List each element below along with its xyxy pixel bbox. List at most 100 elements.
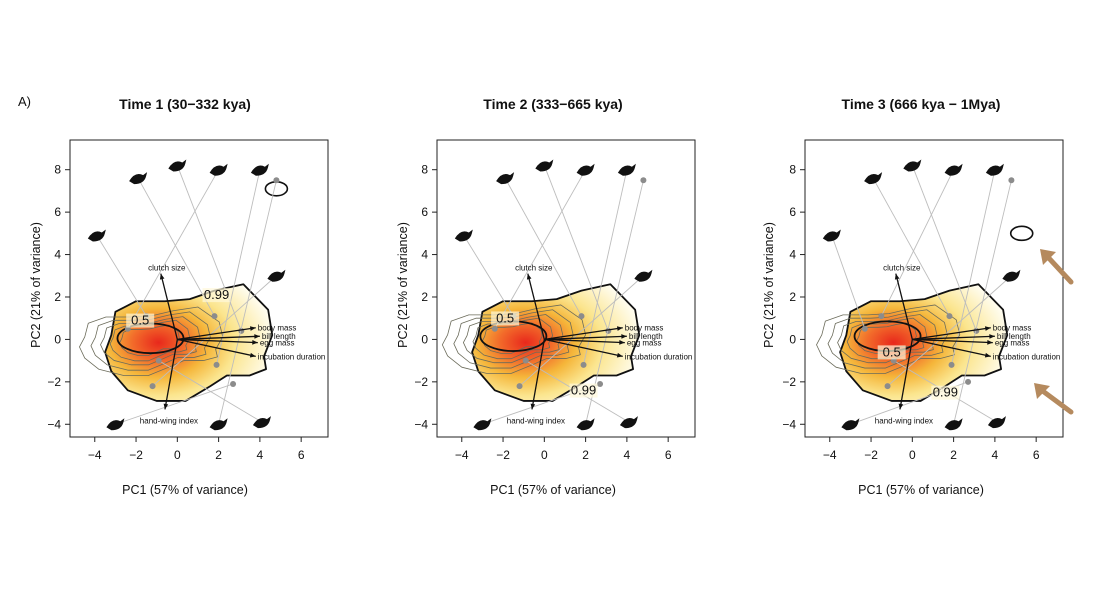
panel3-y-tick-label: 8 xyxy=(789,163,796,177)
panel3-contour-line xyxy=(827,309,948,369)
panel3-bird-silhouette-icon xyxy=(903,159,922,172)
panel2-data-point xyxy=(597,380,604,387)
panel3-y-tick-label: −4 xyxy=(782,417,796,431)
panel3-contour-line xyxy=(837,314,938,364)
panel3-loading-arrowhead xyxy=(987,340,993,345)
panel3-data-point xyxy=(965,378,972,385)
panel2-loading-arrowhead xyxy=(621,334,627,339)
panel1-loading-arrow xyxy=(177,338,258,344)
panel3-loading-label: hand-wing index xyxy=(875,416,933,425)
panel3-data-point xyxy=(946,313,953,320)
panel1-loading-arrow xyxy=(177,335,260,341)
panel-label: A) xyxy=(18,94,31,109)
panel1-loading-label: clutch size xyxy=(148,264,186,273)
panel1-loading-label: incubation duration xyxy=(258,352,326,361)
panel3-loading-label: clutch size xyxy=(883,264,921,273)
panel1-loading-label: hand-wing index xyxy=(140,416,198,425)
panel2-loading-arrow xyxy=(544,335,627,341)
panel3-x-tick-label: 2 xyxy=(950,448,957,462)
panel3-contour-label-bg xyxy=(931,385,960,400)
panel1-loading-arrow xyxy=(177,327,256,341)
panel2-loading-label: hand-wing index xyxy=(507,416,565,425)
panel2-data-point xyxy=(580,361,587,368)
panel1-data-point xyxy=(211,313,218,320)
panel3-loading-arrow xyxy=(895,273,913,340)
panel1-x-tick-label: 0 xyxy=(174,448,181,462)
panel1-contour-label: 0.5 xyxy=(131,313,149,328)
panel2-bird-silhouette-icon xyxy=(496,172,515,185)
panel1-connector-line xyxy=(158,360,263,423)
panel3-data-point xyxy=(884,383,891,390)
panel2-loading-label: body mass xyxy=(625,324,664,333)
panel2-loading-arrowhead xyxy=(530,403,536,410)
panel3-connector-line xyxy=(953,180,1012,425)
panel3-xlabel: PC1 (57% of variance) xyxy=(858,483,984,497)
panel2-bird-silhouette-icon xyxy=(576,418,595,431)
panel1-bird-silhouette-icon xyxy=(129,172,148,185)
panel3-contour-099 xyxy=(839,283,1009,402)
panel2-loading-arrowhead xyxy=(619,340,625,345)
panel3-bird-silhouette-icon xyxy=(985,163,1004,176)
panel1-y-tick-label: 8 xyxy=(54,163,61,177)
panel2-y-tick-label: −4 xyxy=(414,417,428,431)
panel3-annotation-arrowhead xyxy=(1034,383,1050,399)
panel3-loading-label: bill length xyxy=(997,332,1031,341)
panel1-connector-line xyxy=(152,275,277,387)
panel3-loading-arrowhead xyxy=(984,352,991,358)
panel3-loading-arrow xyxy=(912,335,995,341)
panel1-loading-label: body mass xyxy=(258,324,297,333)
panel1-loading-arrowhead xyxy=(254,334,260,339)
panel3-x-tick-label: 0 xyxy=(909,448,916,462)
panel1-loading-arrow xyxy=(164,339,178,410)
panel1-x-tick-label: −4 xyxy=(88,448,102,462)
panel2-y-tick-label: 6 xyxy=(421,205,428,219)
panel2-axes-box xyxy=(436,139,696,438)
panel1-loading-arrowhead xyxy=(252,340,258,345)
panel1-axes-box xyxy=(69,139,329,438)
panel1-bird-silhouette-icon xyxy=(168,159,187,172)
panel2-loading-arrow xyxy=(544,338,625,344)
panel2-x-tick-label: 6 xyxy=(665,448,672,462)
panel3-x-tick-label: 4 xyxy=(992,448,999,462)
panel3-connector-line xyxy=(831,235,866,329)
panel1-bird-silhouette-icon xyxy=(106,418,125,431)
panel1-x-tick-label: 4 xyxy=(257,448,264,462)
panel3-title: Time 3 (666 kya − 1Mya) xyxy=(841,96,1001,112)
panel3-data-point xyxy=(861,325,868,332)
panel1-bird-silhouette-icon xyxy=(252,416,271,429)
panel2-loading-label: bill length xyxy=(629,332,663,341)
panel3-y-tick-label: 4 xyxy=(789,248,796,262)
panel3-annotation-arrow xyxy=(1043,252,1074,285)
panel1-xlabel: PC1 (57% of variance) xyxy=(122,483,248,497)
panel3-loading-arrowhead xyxy=(989,334,995,339)
panel1-loading-arrow xyxy=(160,273,178,340)
panel1-y-tick-label: 0 xyxy=(54,332,61,346)
panel3-x-tick-label: −2 xyxy=(864,448,878,462)
panel2-loading-label: egg mass xyxy=(627,339,662,348)
panel2-connector-line xyxy=(519,275,644,387)
panel3-y-tick-label: 6 xyxy=(789,205,796,219)
panel1-connector-line xyxy=(115,383,234,425)
panel3-loading-arrow xyxy=(912,327,991,341)
panel3-connector-line xyxy=(880,169,955,317)
panel2-loading-arrowhead xyxy=(526,273,532,280)
panel3-annotation-arrowhead xyxy=(1040,249,1056,265)
panel2-y-tick-label: 0 xyxy=(421,332,428,346)
panel1-y-tick-label: −4 xyxy=(47,417,61,431)
panel1-outlier-contour xyxy=(264,180,289,197)
panel1-bird-silhouette-icon xyxy=(267,269,286,282)
panel2-xlabel: PC1 (57% of variance) xyxy=(490,483,616,497)
panel3-loading-arrowhead xyxy=(984,326,991,331)
panel3-x-tick-label: 6 xyxy=(1033,448,1040,462)
panel3-loading-arrowhead xyxy=(898,403,904,410)
panel2-data-point xyxy=(491,325,498,332)
panel2-data-point xyxy=(578,313,585,320)
panel2-bird-silhouette-icon xyxy=(454,229,473,242)
panel2-bird-silhouette-icon xyxy=(619,416,638,429)
panel3-bird-silhouette-icon xyxy=(841,418,860,431)
panel3-x-tick-label: −4 xyxy=(823,448,837,462)
panel2-y-tick-label: −2 xyxy=(414,375,428,389)
panel3-y-tick-label: −2 xyxy=(782,375,796,389)
panel1-bird-silhouette-icon xyxy=(209,418,228,431)
